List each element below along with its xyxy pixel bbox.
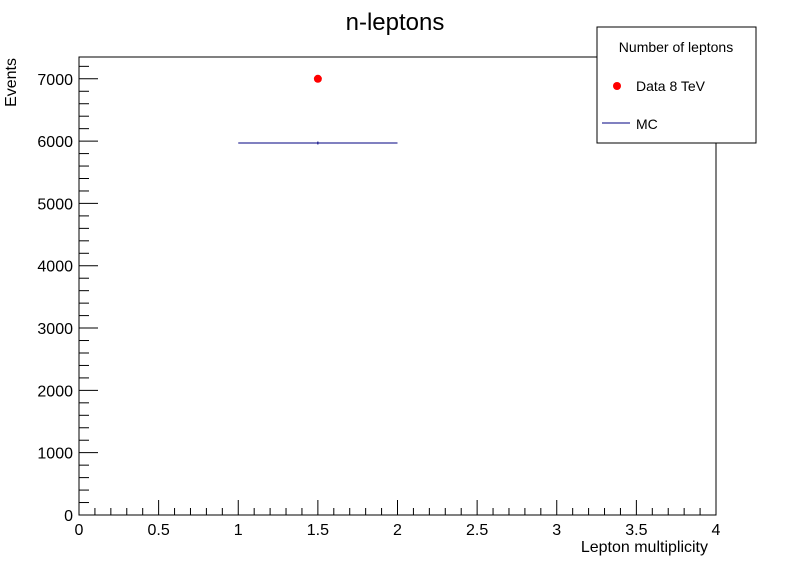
- y-tick-label: 2000: [37, 383, 73, 400]
- x-tick-label: 2: [393, 522, 402, 539]
- y-axis-label: Events: [3, 58, 20, 107]
- x-tick-label: 3: [552, 522, 561, 539]
- x-tick-label: 0: [75, 522, 84, 539]
- y-tick-label: 5000: [37, 196, 73, 213]
- x-tick-label: 4: [712, 522, 721, 539]
- y-tick-label: 0: [64, 508, 73, 525]
- chart-title: n-leptons: [346, 9, 445, 36]
- y-tick-label: 1000: [37, 446, 73, 463]
- x-tick-label: 0.5: [148, 522, 170, 539]
- y-tick-label: 7000: [37, 72, 73, 89]
- data-point: [313, 74, 322, 83]
- plot-area: 0 0.5 1 1.5 2 2.5 3 3.5 4 0 1000 2000 3000 4000 5000 60…: [37, 56, 721, 539]
- y-tick-label: 4000: [37, 259, 73, 276]
- legend-entry-mc: MC: [636, 116, 658, 132]
- x-tick-label: 1: [234, 522, 243, 539]
- legend-data-marker: [613, 82, 621, 90]
- y-tick-label: 3000: [37, 321, 73, 338]
- legend-box: [596, 26, 757, 144]
- legend-entry-data: Data 8 TeV: [636, 78, 706, 94]
- legend: Number of leptons Data 8 TeV MC: [596, 26, 757, 144]
- x-tick-label: 3.5: [625, 522, 647, 539]
- x-tick-label: 1.5: [307, 522, 329, 539]
- x-axis-label: Lepton multiplicity: [581, 539, 708, 556]
- legend-title: Number of leptons: [619, 39, 733, 55]
- x-tick-label: 2.5: [466, 522, 488, 539]
- y-tick-label: 6000: [37, 134, 73, 151]
